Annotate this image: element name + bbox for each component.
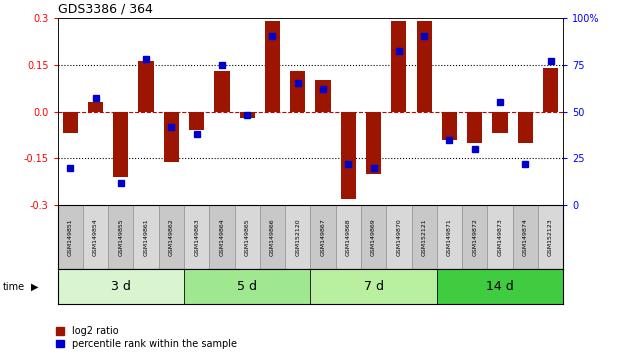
Bar <box>159 205 184 269</box>
Bar <box>235 205 260 269</box>
Text: GSM152123: GSM152123 <box>548 218 553 256</box>
Bar <box>518 112 533 143</box>
Bar <box>108 205 134 269</box>
Bar <box>209 205 235 269</box>
Text: GSM149864: GSM149864 <box>220 218 225 256</box>
Bar <box>189 112 204 130</box>
Bar <box>164 112 179 161</box>
Bar <box>387 205 412 269</box>
Text: 7 d: 7 d <box>364 280 383 293</box>
Bar <box>58 269 184 304</box>
Text: GSM149855: GSM149855 <box>118 218 124 256</box>
Bar <box>290 71 305 112</box>
Text: 14 d: 14 d <box>486 280 514 293</box>
Bar <box>366 112 381 174</box>
Bar <box>134 205 159 269</box>
Bar <box>138 62 154 112</box>
Text: GSM149866: GSM149866 <box>270 218 275 256</box>
Text: GSM152121: GSM152121 <box>422 218 427 256</box>
Text: GDS3386 / 364: GDS3386 / 364 <box>58 2 152 15</box>
Bar <box>285 205 310 269</box>
Bar <box>58 205 83 269</box>
Bar <box>412 205 437 269</box>
Bar <box>467 112 483 143</box>
Text: GSM149865: GSM149865 <box>244 218 250 256</box>
Bar <box>513 205 538 269</box>
Text: GSM149869: GSM149869 <box>371 218 376 256</box>
Text: GSM152120: GSM152120 <box>295 218 300 256</box>
Bar <box>391 21 406 112</box>
Bar <box>184 205 209 269</box>
Text: GSM149854: GSM149854 <box>93 218 98 256</box>
Bar <box>437 205 462 269</box>
Bar <box>214 71 230 112</box>
Text: ▶: ▶ <box>31 282 38 292</box>
Text: GSM149861: GSM149861 <box>143 218 148 256</box>
Bar <box>260 205 285 269</box>
Text: GSM149868: GSM149868 <box>346 218 351 256</box>
Text: time: time <box>3 282 26 292</box>
Text: GSM149870: GSM149870 <box>396 218 401 256</box>
Bar <box>310 205 336 269</box>
Bar <box>239 112 255 118</box>
Bar <box>83 205 108 269</box>
Bar <box>113 112 129 177</box>
Bar <box>492 112 508 133</box>
Bar <box>336 205 361 269</box>
Bar <box>340 112 356 199</box>
Text: GSM149872: GSM149872 <box>472 218 477 256</box>
Bar <box>488 205 513 269</box>
Text: GSM149874: GSM149874 <box>523 218 528 256</box>
Bar <box>265 21 280 112</box>
Text: GSM149863: GSM149863 <box>194 218 199 256</box>
Bar <box>310 269 437 304</box>
Bar <box>184 269 310 304</box>
Text: GSM149873: GSM149873 <box>497 218 502 256</box>
Bar <box>538 205 563 269</box>
Bar <box>361 205 387 269</box>
Bar <box>88 102 103 112</box>
Legend: log2 ratio, percentile rank within the sample: log2 ratio, percentile rank within the s… <box>56 326 237 349</box>
Text: GSM149862: GSM149862 <box>169 218 174 256</box>
Bar <box>316 80 331 112</box>
Bar <box>462 205 488 269</box>
Text: 5 d: 5 d <box>237 280 257 293</box>
Bar <box>543 68 558 112</box>
Bar <box>437 269 563 304</box>
Text: GSM149871: GSM149871 <box>447 218 452 256</box>
Bar <box>417 21 432 112</box>
Bar <box>442 112 457 139</box>
Text: GSM149867: GSM149867 <box>321 218 326 256</box>
Bar <box>63 112 78 133</box>
Text: GSM149851: GSM149851 <box>68 218 73 256</box>
Text: 3 d: 3 d <box>111 280 131 293</box>
